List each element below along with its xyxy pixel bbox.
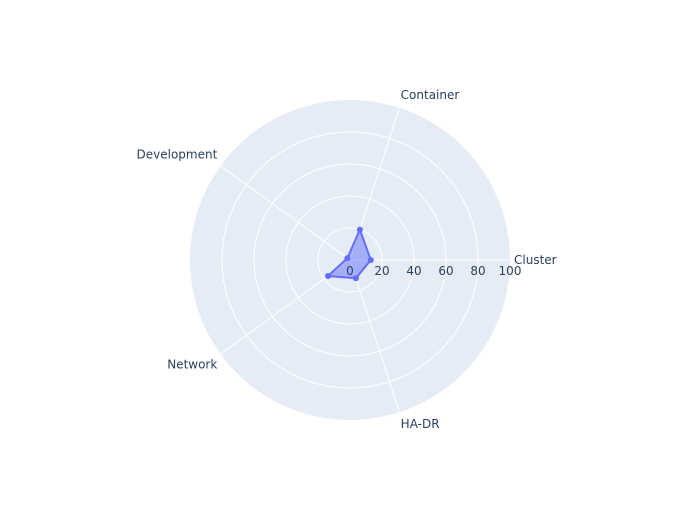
category-label: Container — [401, 88, 460, 102]
category-label: HA-DR — [401, 417, 440, 431]
radial-tick-label: 60 — [438, 264, 453, 278]
radial-tick-label: 100 — [499, 264, 522, 278]
data-point — [324, 272, 331, 279]
data-point — [352, 275, 359, 282]
radial-tick-label: 40 — [406, 264, 421, 278]
angular-grid-spoke — [349, 259, 400, 413]
data-point — [367, 257, 374, 263]
series-area — [326, 228, 372, 280]
series-layer — [324, 226, 374, 282]
radial-tick-label: 80 — [470, 264, 485, 278]
category-label: Cluster — [514, 253, 557, 267]
category-label: Network — [167, 357, 217, 371]
angular-grid-spoke — [220, 165, 351, 261]
radial-tick-label: 20 — [374, 264, 389, 278]
data-point — [356, 226, 363, 233]
radial-tick-label: 0 — [346, 264, 354, 278]
data-point — [344, 255, 351, 262]
category-label: Development — [137, 148, 218, 162]
